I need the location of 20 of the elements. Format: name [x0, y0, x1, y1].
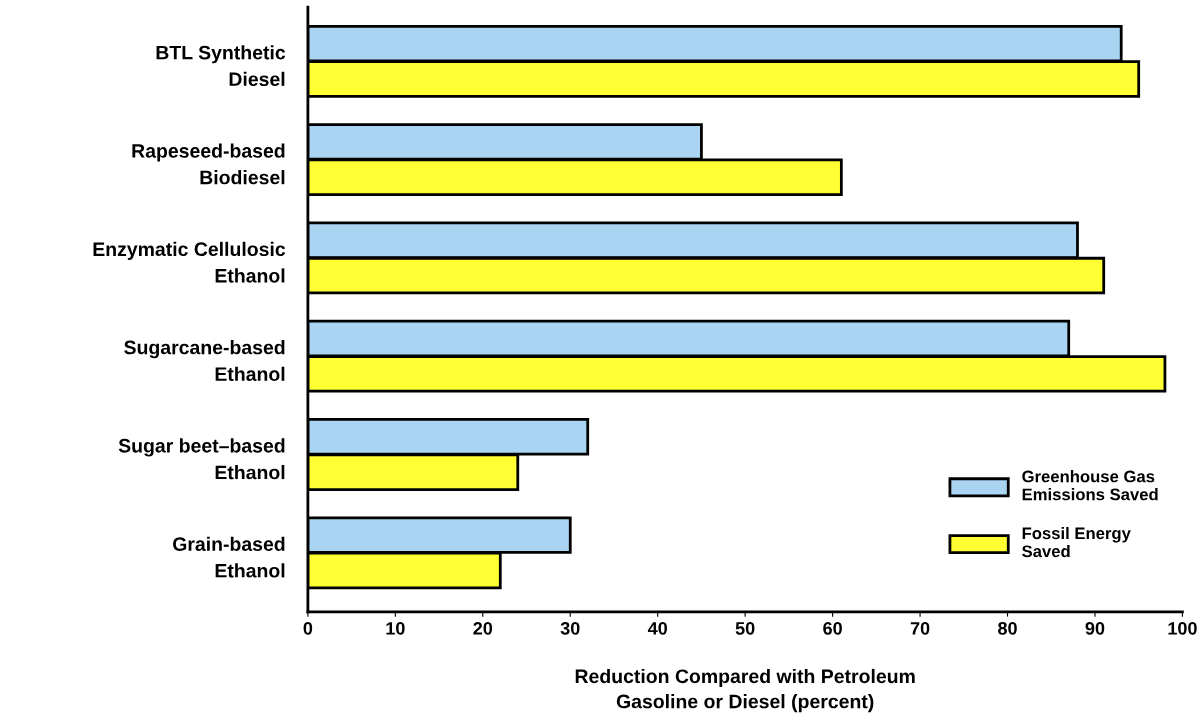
x-tick-label: 10: [386, 621, 405, 635]
y-tick-label: Sugar beet–based Ethanol: [118, 438, 285, 480]
x-tick-label: 60: [823, 621, 842, 635]
x-tick-label: 70: [910, 621, 930, 635]
y-tick-label: BTL Synthetic Diesel: [156, 45, 286, 87]
x-tick-label: 100: [1168, 621, 1197, 635]
x-tick-label: 50: [735, 621, 755, 635]
x-tick-label: 0: [303, 621, 313, 635]
legend-label: Fossil Energy Saved: [1022, 526, 1131, 558]
x-tick-label: 90: [1085, 621, 1105, 635]
y-tick-label: Rapeseed-based Biodiesel: [132, 143, 285, 185]
y-tick-label: Sugarcane-based Ethanol: [124, 340, 285, 381]
legend-label: Greenhouse Gas Emissions Saved: [1022, 470, 1158, 501]
x-axis-title: Reduction Compared with Petroleum Gasoline or Diesel (percent): [575, 668, 915, 713]
x-tick-label: 80: [998, 621, 1017, 635]
x-tick-label: 20: [473, 621, 493, 635]
y-tick-label: Grain-based Ethanol: [173, 536, 285, 578]
y-tick-label: Enzymatic Cellulosic Ethanol: [93, 241, 286, 283]
x-tick-label: 30: [560, 621, 580, 635]
x-tick-label: 40: [647, 621, 667, 635]
